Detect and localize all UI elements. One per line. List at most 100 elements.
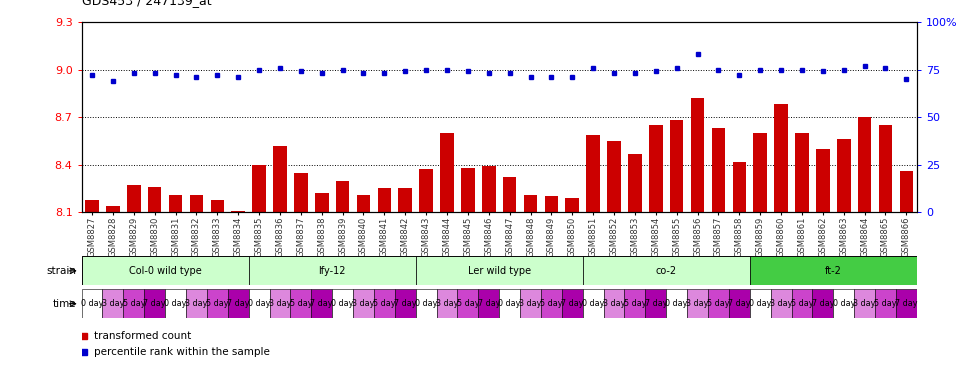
Bar <box>249 256 416 285</box>
Bar <box>878 125 892 212</box>
Text: Col-0 wild type: Col-0 wild type <box>129 266 202 276</box>
Bar <box>420 169 433 212</box>
Bar <box>377 188 391 212</box>
Text: 5 day: 5 day <box>123 299 145 308</box>
Text: GDS453 / 247139_at: GDS453 / 247139_at <box>82 0 211 7</box>
Bar <box>190 195 204 212</box>
Bar <box>416 289 437 318</box>
Text: 7 day: 7 day <box>477 299 500 308</box>
Text: 5 day: 5 day <box>708 299 730 308</box>
Bar <box>210 199 224 212</box>
Bar <box>457 289 478 318</box>
Bar <box>437 289 457 318</box>
Bar <box>791 289 812 318</box>
Bar <box>499 289 520 318</box>
Bar <box>228 289 249 318</box>
Bar <box>544 197 558 212</box>
Bar <box>608 141 621 212</box>
Bar <box>416 256 583 285</box>
Bar <box>395 289 416 318</box>
Bar <box>144 289 165 318</box>
Bar <box>249 289 270 318</box>
Bar <box>649 125 662 212</box>
Bar <box>524 195 538 212</box>
Bar <box>503 178 516 212</box>
Text: 7 day: 7 day <box>895 299 918 308</box>
Bar <box>587 135 600 212</box>
Bar <box>691 98 705 212</box>
Text: lfy-12: lfy-12 <box>319 266 346 276</box>
Text: 3 day: 3 day <box>436 299 458 308</box>
Bar <box>837 139 851 212</box>
Text: 0 day: 0 day <box>498 299 521 308</box>
Bar <box>812 289 833 318</box>
Text: 7 day: 7 day <box>310 299 333 308</box>
Bar <box>520 289 540 318</box>
Text: 3 day: 3 day <box>770 299 792 308</box>
Text: 3 day: 3 day <box>853 299 876 308</box>
Text: 3 day: 3 day <box>102 299 124 308</box>
Bar <box>82 256 249 285</box>
Text: 5 day: 5 day <box>540 299 563 308</box>
Bar <box>687 289 708 318</box>
Text: 3 day: 3 day <box>269 299 291 308</box>
Bar <box>353 289 374 318</box>
Bar <box>478 289 499 318</box>
Bar <box>82 289 103 318</box>
Text: transformed count: transformed count <box>94 331 191 341</box>
Text: 7 day: 7 day <box>143 299 166 308</box>
Bar <box>604 289 624 318</box>
Text: Ler wild type: Ler wild type <box>468 266 531 276</box>
Text: 5 day: 5 day <box>624 299 646 308</box>
Bar <box>900 171 913 212</box>
Bar <box>186 289 207 318</box>
Text: 0 day: 0 day <box>582 299 605 308</box>
Bar <box>274 146 287 212</box>
Bar <box>231 211 245 212</box>
Bar <box>729 289 750 318</box>
Bar <box>583 289 604 318</box>
Bar <box>854 289 876 318</box>
Bar <box>165 289 186 318</box>
Bar <box>775 104 788 212</box>
Text: 0 day: 0 day <box>164 299 187 308</box>
Text: co-2: co-2 <box>656 266 677 276</box>
Bar <box>336 180 349 212</box>
Text: 5 day: 5 day <box>875 299 897 308</box>
Bar <box>315 193 328 212</box>
Bar <box>85 199 99 212</box>
Text: 3 day: 3 day <box>185 299 207 308</box>
Bar <box>754 133 767 212</box>
Text: 0 day: 0 day <box>415 299 438 308</box>
Text: 7 day: 7 day <box>728 299 751 308</box>
Text: 7 day: 7 day <box>644 299 667 308</box>
Text: 7 day: 7 day <box>561 299 584 308</box>
Bar <box>103 289 123 318</box>
Bar <box>148 187 161 212</box>
Text: 3 day: 3 day <box>352 299 374 308</box>
Bar <box>771 289 791 318</box>
Bar <box>670 120 684 212</box>
Text: 3 day: 3 day <box>686 299 708 308</box>
Bar <box>207 289 228 318</box>
Bar <box>858 117 872 212</box>
Text: 0 day: 0 day <box>749 299 772 308</box>
Bar <box>332 289 353 318</box>
Bar <box>540 289 562 318</box>
Bar <box>270 289 290 318</box>
Bar <box>357 195 371 212</box>
Bar <box>374 289 395 318</box>
Bar <box>624 289 645 318</box>
Bar <box>708 289 729 318</box>
Text: 3 day: 3 day <box>519 299 541 308</box>
Bar <box>441 133 454 212</box>
Bar <box>645 289 666 318</box>
Text: 0 day: 0 day <box>665 299 688 308</box>
Bar <box>482 166 495 212</box>
Bar <box>294 173 307 212</box>
Bar <box>583 256 750 285</box>
Bar <box>562 289 583 318</box>
Bar <box>833 289 854 318</box>
Text: percentile rank within the sample: percentile rank within the sample <box>94 347 270 357</box>
Bar <box>127 185 140 212</box>
